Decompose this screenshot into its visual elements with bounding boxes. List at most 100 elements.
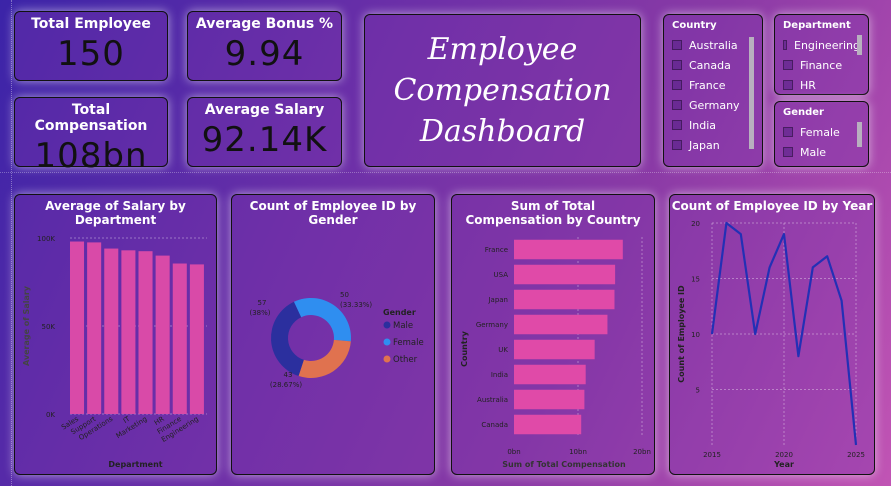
kpi-average-salary: Average Salary 92.14K <box>187 97 342 167</box>
slicer-option-finance[interactable]: Finance <box>783 55 860 75</box>
slicer-scrollbar[interactable] <box>749 37 754 149</box>
legend-label: Female <box>393 338 424 348</box>
checkbox[interactable] <box>783 60 793 70</box>
checkbox[interactable] <box>783 40 787 50</box>
x-tick-label: IT <box>122 415 132 426</box>
checkbox[interactable] <box>672 60 682 70</box>
y-tick-label: Australia <box>477 396 508 404</box>
slicer-option-france[interactable]: France <box>672 75 754 95</box>
chart-title: Average of Salary by Department <box>45 199 186 227</box>
data-label-percent: (33.33%) <box>340 301 372 309</box>
y-tick-label: Germany <box>476 321 508 329</box>
kpi-label: Average Bonus % <box>195 16 334 32</box>
slicer-option-canada[interactable]: Canada <box>672 55 754 75</box>
option-label: Australia <box>689 38 738 52</box>
x-axis-title: Year <box>773 460 794 469</box>
y-tick-label: 15 <box>691 276 700 284</box>
dashboard-title-panel: Employee Compensation Dashboard <box>364 14 641 167</box>
y-axis-title: Country <box>460 330 469 367</box>
slicer-option-female[interactable]: Female <box>783 122 860 142</box>
slicer-scrollbar[interactable] <box>857 122 862 147</box>
y-axis-title: Average of Salary <box>22 285 31 366</box>
chart-employee-by-gender: Count of Employee ID by Gender 57 (38%) 50… <box>231 194 435 475</box>
data-label: 50 <box>340 291 349 299</box>
x-tick-label: 2020 <box>775 451 793 459</box>
title-line: Employee <box>427 32 578 67</box>
slicer-option-male[interactable]: Male <box>783 142 860 162</box>
bar <box>70 241 85 414</box>
donut-slice <box>271 301 304 377</box>
legend-marker <box>383 321 391 329</box>
checkbox[interactable] <box>672 100 682 110</box>
donut-slice <box>293 298 351 342</box>
chart-employee-by-year: Count of Employee ID by Year 5 10 15 20 2015… <box>669 194 875 475</box>
donut-chart-gender: 57 (38%) 50 (33.33%) 43 (28.67%) Gender Male Fem… <box>249 291 424 389</box>
slicer-title: Gender <box>783 107 824 118</box>
option-label: Engineering <box>794 38 860 52</box>
y-tick-label: 50K <box>42 323 56 331</box>
data-label-percent: (38%) <box>249 309 270 317</box>
guide-line-horizontal <box>0 172 891 173</box>
checkbox[interactable] <box>672 80 682 90</box>
chart-title: Sum of Total Compensation by Country <box>465 199 641 227</box>
legend-marker <box>383 338 391 346</box>
bar-chart-country: 0bn 10bn 20bn France USA Japan Germany UK India A… <box>460 237 651 469</box>
slicer-option-india[interactable]: India <box>672 115 754 135</box>
checkbox[interactable] <box>783 147 793 157</box>
chart-compensation-by-country: Sum of Total Compensation by Country 0bn… <box>451 194 655 475</box>
kpi-value: 9.94 <box>224 34 305 74</box>
kpi-value: 92.14K <box>201 120 328 160</box>
slicer-title: Department <box>783 20 851 31</box>
checkbox[interactable] <box>783 127 793 137</box>
slicer-scrollbar[interactable] <box>857 35 862 55</box>
page-title: Employee Compensation Dashboard <box>393 29 611 152</box>
kpi-label: Total Compensation <box>34 102 148 134</box>
x-tick-label: Marketing <box>115 415 149 440</box>
slicer-option-hr[interactable]: HR <box>783 75 860 94</box>
y-tick-label: UK <box>498 346 508 354</box>
checkbox[interactable] <box>672 120 682 130</box>
x-tick-label: 0bn <box>507 448 520 456</box>
slicer-option-japan[interactable]: Japan <box>672 135 754 155</box>
legend-title: Gender <box>383 308 416 317</box>
y-tick-label: Japan <box>487 296 508 304</box>
checkbox[interactable] <box>783 80 793 90</box>
guide-line-vertical <box>11 0 12 486</box>
data-label-percent: (28.67%) <box>270 381 302 389</box>
slicer-option-germany[interactable]: Germany <box>672 95 754 115</box>
y-tick-label: 100K <box>37 235 55 243</box>
slicer-country: Country Australia Canada France Germany … <box>663 14 763 167</box>
legend-label: Male <box>393 321 413 331</box>
bar <box>121 250 136 414</box>
slicer-title: Country <box>672 20 717 31</box>
bar <box>514 364 586 385</box>
chart-title: Count of Employee ID by Gender <box>249 199 417 227</box>
series-line <box>710 221 858 446</box>
legend-label: Other <box>393 355 418 365</box>
slicer-option-australia[interactable]: Australia <box>672 35 754 55</box>
x-axis-title: Sum of Total Compensation <box>502 460 626 469</box>
y-tick-label: USA <box>494 271 509 279</box>
bar <box>514 264 616 285</box>
kpi-label: Average Salary <box>204 102 325 118</box>
chart-salary-by-department: Average of Salary by Department 0K 50K 100… <box>14 194 217 475</box>
slicer-gender: Gender Female Male <box>774 101 869 167</box>
bar <box>87 242 102 414</box>
checkbox[interactable] <box>672 140 682 150</box>
kpi-total-employee: Total Employee 150 <box>14 11 168 81</box>
slicer-department: Department Engineering Finance HR <box>774 14 869 95</box>
option-label: Germany <box>689 98 740 112</box>
bar <box>104 248 119 414</box>
x-tick-label: 2015 <box>703 451 721 459</box>
x-tick-label: 10bn <box>569 448 587 456</box>
kpi-total-compensation: Total Compensation 108bn <box>14 97 168 176</box>
line-chart-year: 5 10 15 20 2015 2020 2025 Year Count of Employee… <box>677 220 865 469</box>
data-label: 43 <box>284 371 293 379</box>
data-label: 57 <box>258 299 267 307</box>
y-tick-label: India <box>491 371 508 379</box>
checkbox[interactable] <box>672 40 682 50</box>
slicer-option-engineering[interactable]: Engineering <box>783 35 860 55</box>
legend-marker <box>383 355 391 363</box>
x-tick-label: 2025 <box>847 451 865 459</box>
bar <box>514 414 582 435</box>
